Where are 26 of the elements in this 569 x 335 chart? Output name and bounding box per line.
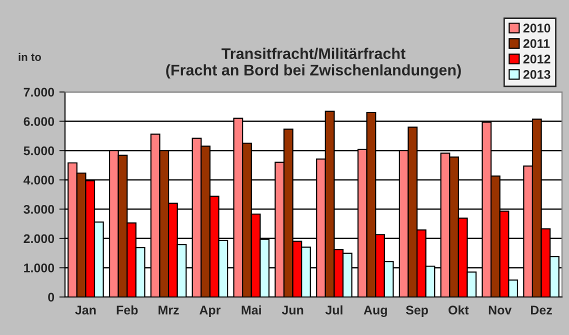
legend-label: 2011 xyxy=(523,39,550,48)
x-tick-label: Nov xyxy=(488,306,512,315)
x-tick-label: Jun xyxy=(282,306,304,315)
x-tick-label: Okt xyxy=(448,305,469,315)
y-tick-label: 6.000 xyxy=(24,117,54,126)
x-tick-label: Apr xyxy=(200,306,221,317)
x-tick-label: Aug xyxy=(364,306,387,317)
legend-label: 2012 xyxy=(523,54,550,64)
x-tick-label: Jul xyxy=(325,305,342,315)
y-tick-label: 0 xyxy=(48,292,54,302)
y-tick-label: 4.000 xyxy=(23,176,54,185)
x-tick-label: Jan xyxy=(75,306,96,315)
x-tick-label: Mai xyxy=(242,305,261,315)
x-tick-label: Feb xyxy=(116,305,138,315)
y-axis-title: in to xyxy=(18,52,42,61)
y-tick-label: 3.000 xyxy=(24,204,54,214)
y-tick-label: 1.000 xyxy=(24,264,54,272)
x-tick-label: Dez xyxy=(531,306,552,315)
y-tick-label: 7.000 xyxy=(24,88,54,97)
x-tick-label: Sep xyxy=(406,306,428,317)
y-tick-label: 5.000 xyxy=(24,146,54,156)
legend-label: 2010 xyxy=(523,24,550,32)
chart-title: Transitfracht/Militärfracht (Fracht an Bord bei Zwischenlandungen) xyxy=(166,48,461,79)
x-tick-label: Mrz xyxy=(158,306,179,314)
y-tick-label: 2.000 xyxy=(24,234,54,244)
legend-label: 2013 xyxy=(523,70,550,79)
